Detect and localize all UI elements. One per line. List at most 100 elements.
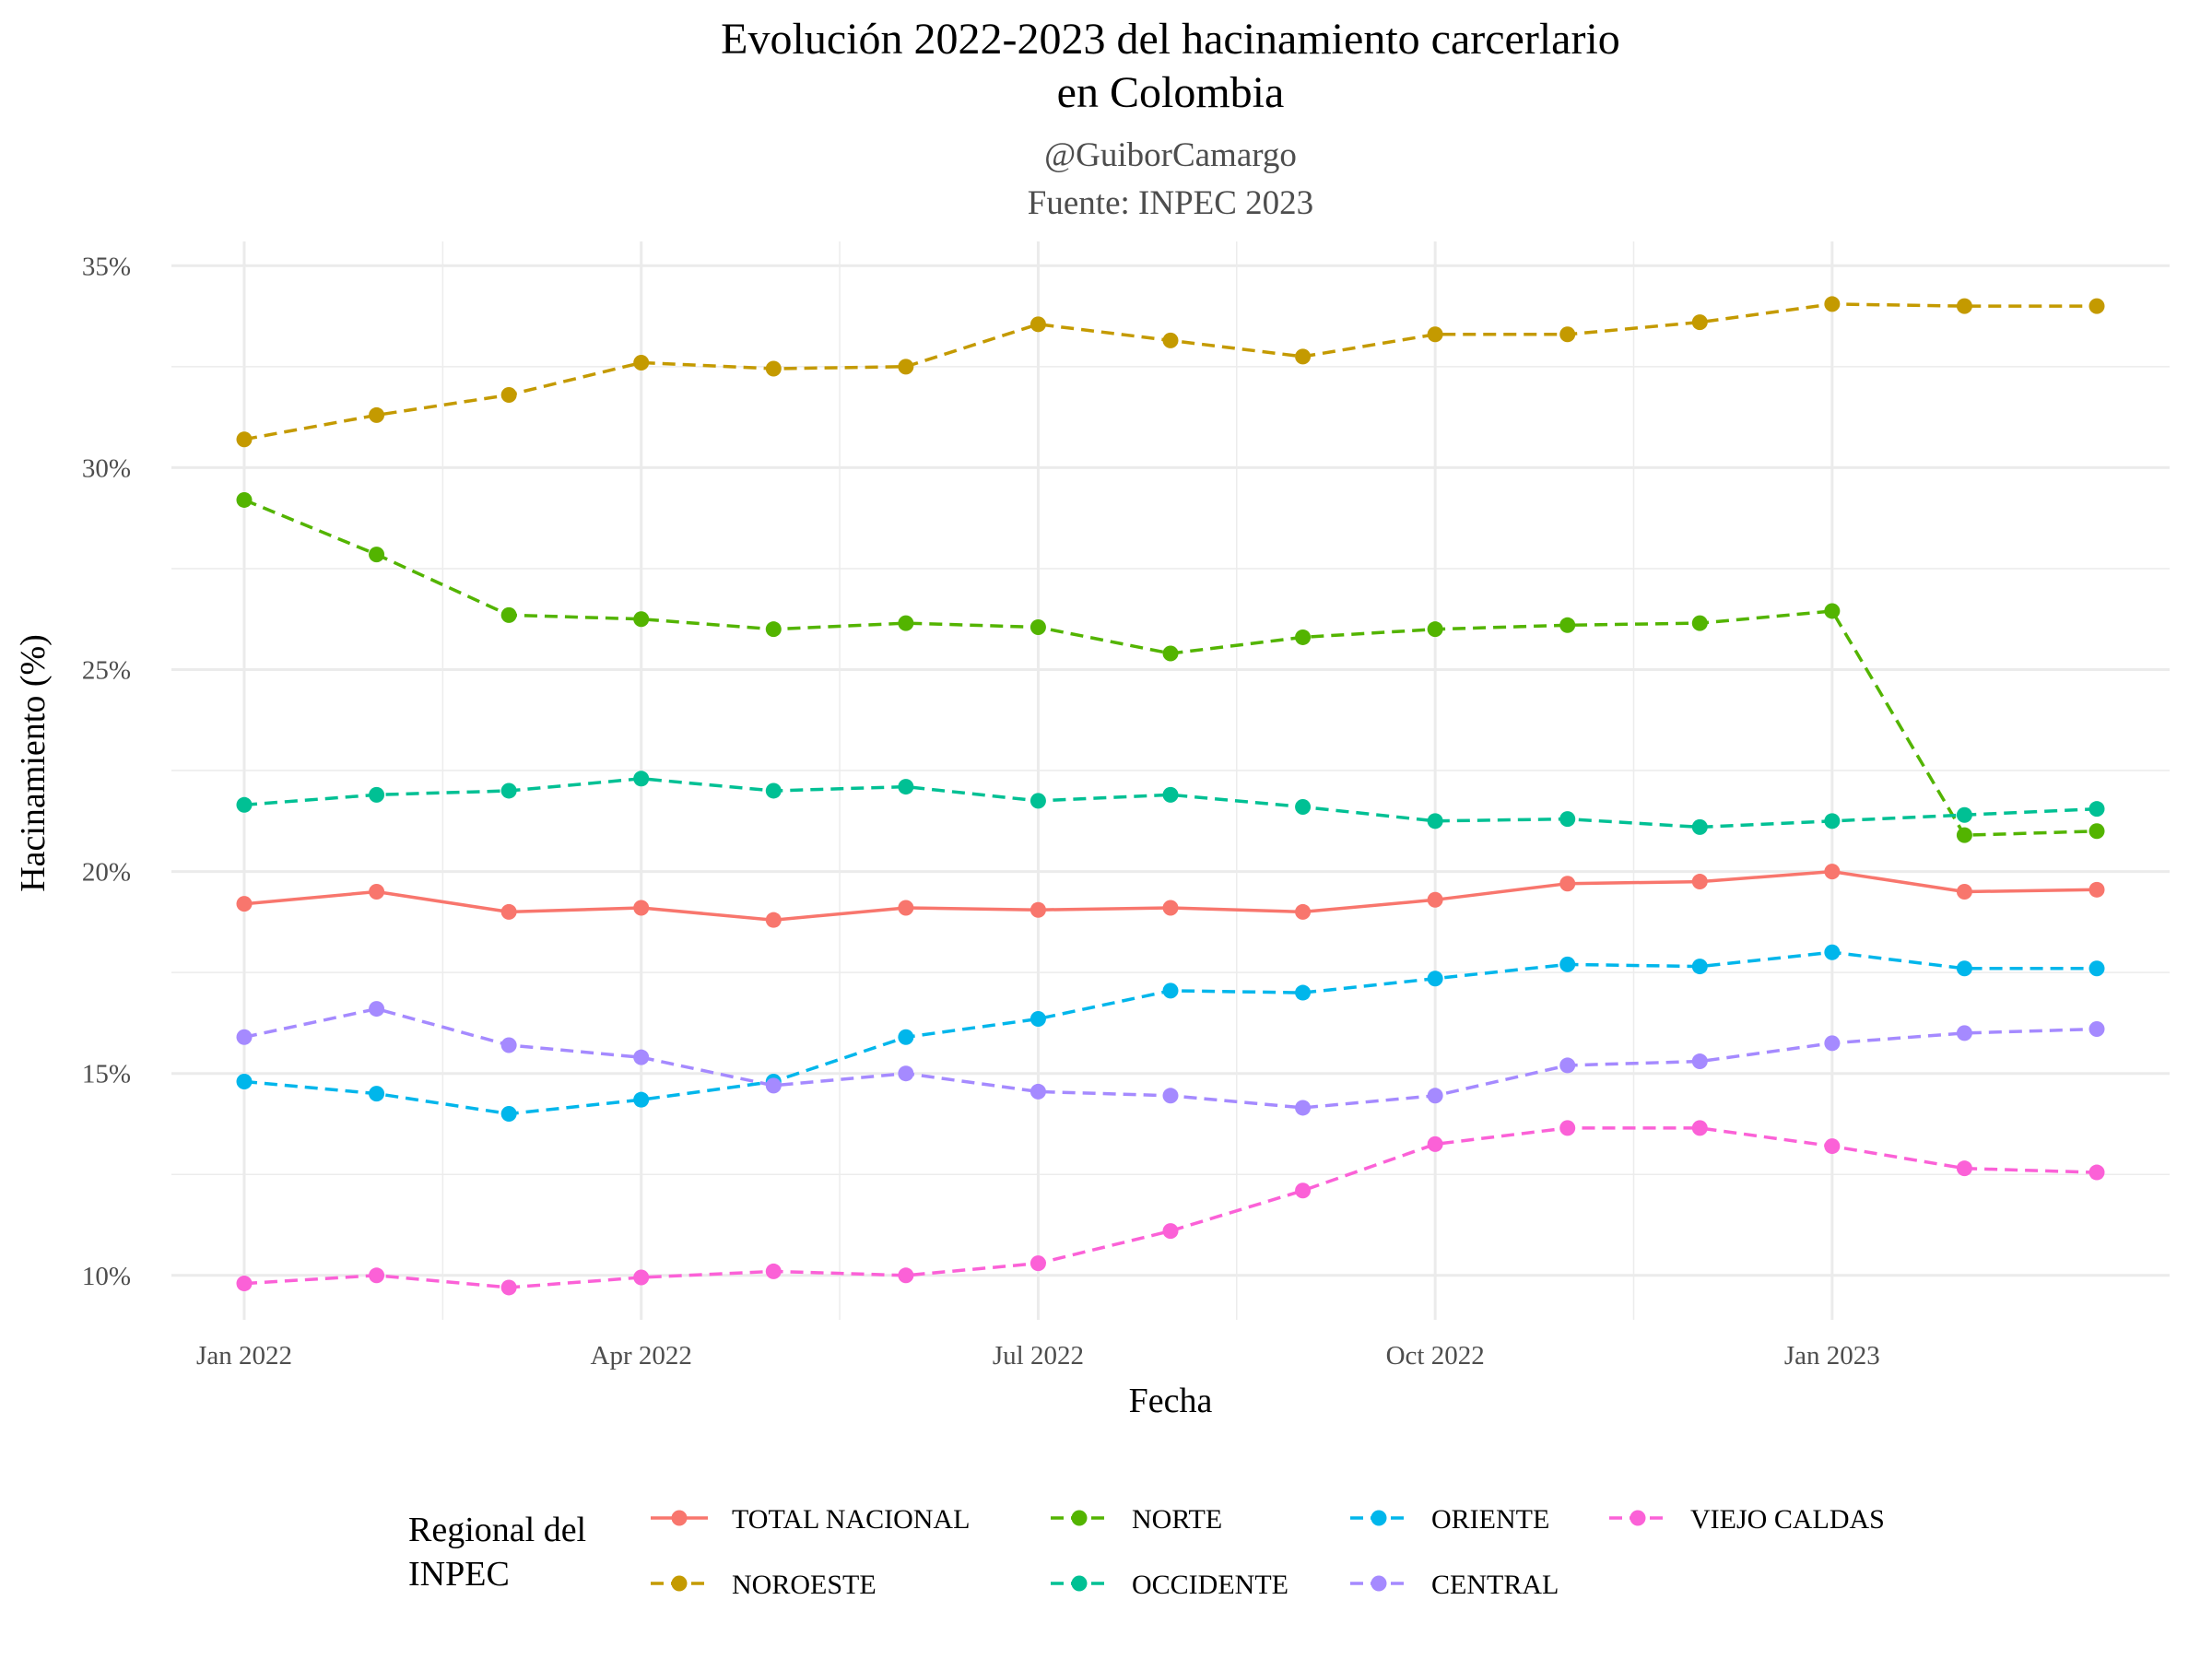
- data-point-oriente: [898, 1029, 914, 1045]
- data-point-oriente: [2088, 960, 2105, 977]
- data-point-viejo-caldas: [1691, 1120, 1708, 1136]
- y-tick-label: 10%: [82, 1262, 131, 1291]
- data-point-oriente: [1691, 959, 1708, 975]
- data-point-total-nacional: [2088, 881, 2105, 898]
- data-point-total-nacional: [500, 903, 517, 920]
- legend-key-point: [1371, 1510, 1387, 1526]
- series-norte: [236, 491, 2105, 843]
- data-point-viejo-caldas: [2088, 1164, 2105, 1181]
- data-point-noroeste: [1691, 314, 1708, 331]
- y-tick-label: 15%: [82, 1060, 131, 1089]
- data-point-viejo-caldas: [1295, 1182, 1312, 1199]
- data-point-total-nacional: [1162, 900, 1179, 916]
- data-point-noroeste: [1030, 316, 1046, 333]
- data-point-occidente: [1956, 806, 1972, 823]
- legend-key-point: [1630, 1510, 1646, 1526]
- data-point-occidente: [633, 771, 650, 787]
- data-point-oriente: [1559, 956, 1576, 972]
- y-axis-title: Hacinamiento (%): [14, 634, 53, 892]
- data-point-oriente: [1824, 944, 1841, 960]
- data-point-oriente: [633, 1091, 650, 1108]
- data-point-occidente: [1691, 818, 1708, 835]
- legend-item-total-nacional: TOTAL NACIONAL: [651, 1504, 970, 1535]
- series-viejo-caldas: [236, 1120, 2105, 1296]
- y-tick-label: 20%: [82, 858, 131, 888]
- data-point-central: [1030, 1083, 1046, 1100]
- data-point-norte: [1824, 603, 1841, 619]
- data-point-norte: [1427, 621, 1443, 638]
- data-point-oriente: [1427, 971, 1443, 987]
- data-point-occidente: [1559, 811, 1576, 828]
- data-point-occidente: [898, 779, 914, 795]
- data-point-oriente: [500, 1106, 517, 1123]
- x-axis-ticks: Jan 2022 Apr 2022 Jul 2022 Oct 2022 Jan 2023: [196, 1341, 1880, 1371]
- legend-title-line-2: INPEC: [408, 1555, 510, 1594]
- data-point-norte: [898, 615, 914, 631]
- y-tick-label: 30%: [82, 453, 131, 483]
- data-point-central: [765, 1077, 782, 1094]
- data-point-total-nacional: [1030, 901, 1046, 918]
- data-point-central: [2088, 1020, 2105, 1037]
- data-point-noroeste: [898, 359, 914, 375]
- data-point-norte: [369, 547, 385, 563]
- data-point-noroeste: [633, 354, 650, 371]
- legend-label: TOTAL NACIONAL: [732, 1504, 970, 1535]
- data-point-total-nacional: [1956, 884, 1972, 900]
- data-point-central: [633, 1049, 650, 1065]
- data-point-norte: [1691, 615, 1708, 631]
- data-point-noroeste: [1162, 332, 1179, 348]
- data-point-occidente: [500, 782, 517, 799]
- data-point-norte: [1956, 827, 1972, 843]
- data-point-viejo-caldas: [898, 1267, 914, 1284]
- series-line-noroeste: [243, 302, 2097, 441]
- legend: Regional del INPEC TOTAL NACIONAL NOROEST…: [408, 1504, 1885, 1600]
- data-point-viejo-caldas: [1956, 1160, 1972, 1177]
- data-point-central: [500, 1037, 517, 1053]
- data-point-central: [1559, 1057, 1576, 1074]
- legend-label: NOROESTE: [732, 1570, 877, 1600]
- data-point-viejo-caldas: [1030, 1255, 1046, 1272]
- data-point-viejo-caldas: [1559, 1120, 1576, 1136]
- data-point-viejo-caldas: [1427, 1135, 1443, 1152]
- series-line-occidente: [243, 777, 2098, 830]
- data-point-total-nacional: [765, 912, 782, 928]
- x-axis-title: Fecha: [1129, 1382, 1213, 1420]
- data-point-central: [1295, 1100, 1312, 1116]
- data-point-total-nacional: [1824, 864, 1841, 880]
- legend-label: OCCIDENTE: [1132, 1570, 1288, 1600]
- data-point-total-nacional: [1559, 876, 1576, 892]
- data-point-oriente: [369, 1086, 385, 1102]
- data-point-oriente: [1162, 982, 1179, 999]
- data-point-norte: [2088, 823, 2105, 840]
- data-point-total-nacional: [236, 896, 253, 912]
- series-line-viejo-caldas: [243, 1126, 2098, 1289]
- data-point-noroeste: [1427, 326, 1443, 343]
- chart-subtitle-line-2: Fuente: INPEC 2023: [1028, 184, 1313, 222]
- data-point-noroeste: [369, 406, 385, 423]
- data-point-occidente: [1824, 813, 1841, 830]
- legend-label: VIEJO CALDAS: [1690, 1504, 1885, 1535]
- data-point-oriente: [1295, 984, 1312, 1001]
- y-tick-label: 25%: [82, 655, 131, 685]
- data-point-occidente: [1427, 813, 1443, 830]
- data-point-total-nacional: [898, 900, 914, 916]
- data-point-noroeste: [1559, 326, 1576, 343]
- data-point-noroeste: [500, 387, 517, 404]
- data-point-viejo-caldas: [236, 1276, 253, 1292]
- legend-label: CENTRAL: [1431, 1570, 1559, 1600]
- data-point-noroeste: [236, 431, 253, 448]
- data-point-central: [1162, 1088, 1179, 1104]
- series-noroeste: [236, 296, 2105, 448]
- legend-key-point: [671, 1575, 688, 1592]
- data-point-norte: [1162, 645, 1179, 662]
- data-point-total-nacional: [1691, 874, 1708, 890]
- data-point-total-nacional: [369, 884, 385, 900]
- data-point-noroeste: [2088, 298, 2105, 314]
- data-point-total-nacional: [1295, 903, 1312, 920]
- data-point-total-nacional: [1427, 891, 1443, 908]
- x-tick-label: Apr 2022: [591, 1341, 692, 1371]
- data-point-norte: [1559, 617, 1576, 633]
- grid: [171, 241, 2170, 1320]
- series-occidente: [236, 771, 2105, 835]
